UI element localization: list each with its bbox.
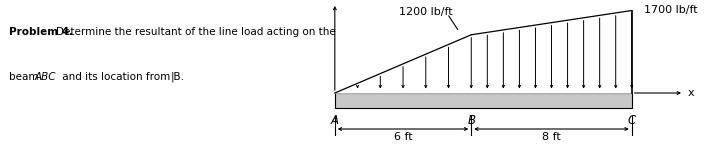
Text: Determine the resultant of the line load acting on the: Determine the resultant of the line load… (56, 27, 336, 37)
Text: A: A (331, 114, 339, 127)
Text: x: x (688, 88, 695, 98)
Bar (335, 93, 631, 108)
Text: and its location from B.: and its location from B. (59, 72, 184, 82)
Text: 1700 lb/ft: 1700 lb/ft (643, 6, 698, 15)
Text: 1200 lb/ft: 1200 lb/ft (399, 8, 453, 18)
Text: 6 ft: 6 ft (394, 132, 413, 142)
Text: |: | (171, 72, 175, 83)
Text: 8 ft: 8 ft (542, 132, 561, 142)
Text: C: C (628, 114, 636, 127)
Text: B: B (467, 114, 475, 127)
Polygon shape (335, 11, 631, 93)
Text: Problem 4.: Problem 4. (9, 27, 73, 37)
Text: beam: beam (9, 72, 42, 82)
Text: ABC: ABC (34, 72, 56, 82)
